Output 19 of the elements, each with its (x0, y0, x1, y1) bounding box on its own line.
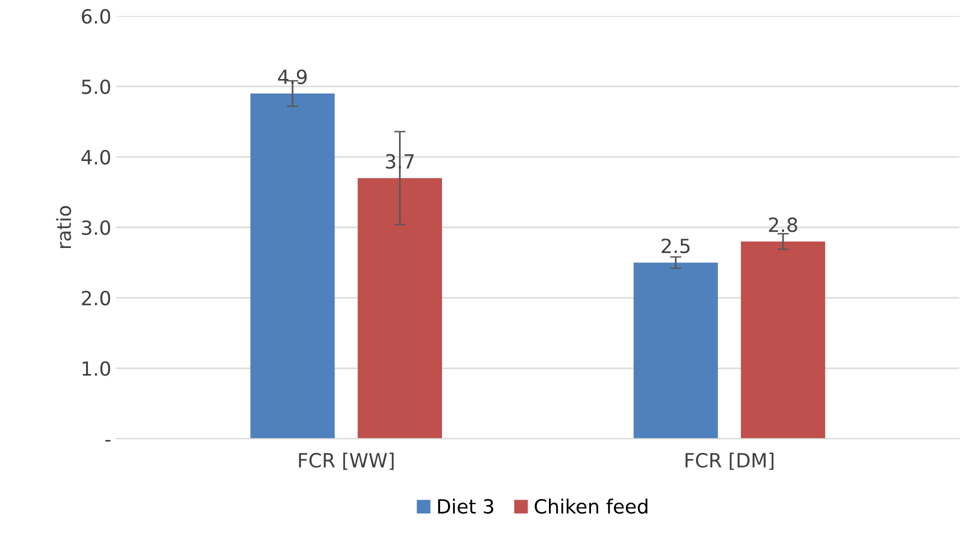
y-tick-label: 4.0 (81, 150, 110, 165)
y-tick-label: - (105, 440, 110, 442)
y-axis-title: ratio (56, 206, 72, 248)
legend-label: Diet 3 (438, 498, 494, 514)
x-tick-label: FCR [DM] (686, 452, 774, 470)
bar (740, 241, 826, 439)
bar (358, 178, 442, 439)
y-tick-label: 6.0 (82, 9, 110, 24)
y-tick-label: 1.0 (82, 361, 110, 376)
y-tick-label: 5.0 (82, 79, 110, 94)
bar (634, 262, 718, 439)
bar (250, 94, 335, 439)
y-tick-label: 3.0 (82, 220, 110, 236)
data-label: 2.8 (769, 217, 798, 232)
data-label: 4.9 (278, 70, 307, 84)
y-tick-label: 2.0 (82, 290, 110, 306)
legend-label: Chiken feed (534, 498, 648, 514)
x-tick-label: FCR [WW] (299, 452, 394, 470)
data-label: 2.5 (662, 238, 690, 254)
